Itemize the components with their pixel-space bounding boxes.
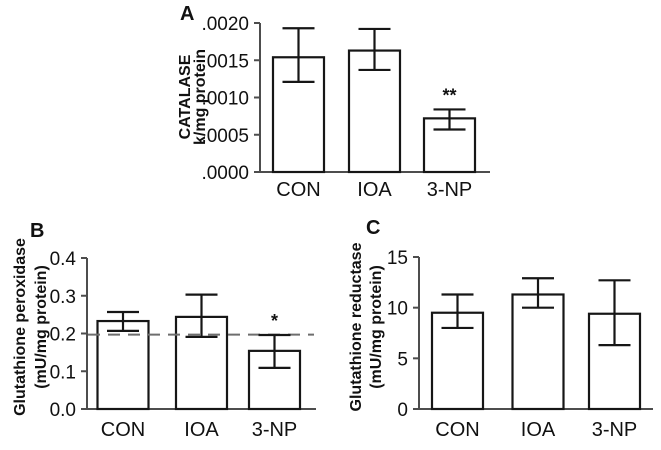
y-axis-label-line2-a: k/mg protein: [192, 49, 209, 145]
panel-c-glutathione-reductase-chart: 0 5 10 15 CON IOA 3-NP C Glutathione reductase (m…: [328, 215, 661, 445]
y-tick-label: 0: [397, 400, 408, 421]
y-tick-label: .0010: [201, 89, 249, 110]
x-category-label-3-np: 3-NP: [252, 419, 298, 441]
y-tick-label: .0000: [201, 163, 249, 184]
significance-marker-3-np: **: [442, 85, 456, 105]
y-tick-label: 0.3: [50, 287, 76, 308]
y-axis-label-line2-b: (mU/mg protein): [33, 265, 50, 389]
y-tick-label: 0.4: [50, 249, 77, 270]
y-axis-label-line1-b: Glutathione peroxidase: [12, 238, 29, 416]
significance-marker-3-np: *: [271, 311, 278, 331]
y-tick-label: 10: [387, 299, 408, 320]
panel-a-catalase-chart: .0000 .0005 .0010 .0015 .0020 CON IOA ** 3-NP A CA…: [150, 0, 550, 212]
x-category-label-ioa: IOA: [357, 179, 392, 201]
x-category-label-ioa: IOA: [521, 419, 556, 441]
bar-con: [96, 319, 150, 411]
chart-a-svg: .0000 .0005 .0010 .0015 .0020 CON IOA ** 3-NP A CA…: [177, 3, 490, 201]
panel-label-c: C: [366, 217, 380, 239]
y-tick-label: 0.2: [50, 325, 76, 346]
y-axis-label-line2-c: (mU/mg protein): [368, 265, 385, 389]
panel-label-a: A: [180, 3, 194, 25]
x-category-label-con: CON: [435, 419, 479, 441]
y-tick-label: 0.0: [50, 400, 76, 421]
x-category-label-3-np: 3-NP: [427, 179, 473, 201]
bar-ioa: [511, 293, 565, 411]
x-category-label-3-np: 3-NP: [592, 419, 638, 441]
panel-label-b: B: [30, 220, 44, 242]
y-tick-label: 0.1: [50, 362, 76, 383]
panel-b-glutathione-peroxidase-chart: 0.0 0.1 0.2 0.3 0.4 CON IOA * 3-NP B Glutathione p…: [0, 215, 335, 445]
y-tick-label: .0005: [201, 126, 249, 147]
y-tick-label: 15: [387, 248, 408, 269]
x-category-label-con: CON: [276, 179, 320, 201]
y-tick-label: .0020: [201, 14, 249, 35]
y-axis-label-line1-c: Glutathione reductase: [348, 242, 365, 411]
x-category-label-ioa: IOA: [184, 419, 219, 441]
y-tick-label: 5: [397, 349, 408, 370]
y-tick-label: .0015: [201, 51, 249, 72]
x-category-label-con: CON: [101, 419, 145, 441]
y-axis-label-line1-a: CATALASE: [177, 54, 194, 139]
